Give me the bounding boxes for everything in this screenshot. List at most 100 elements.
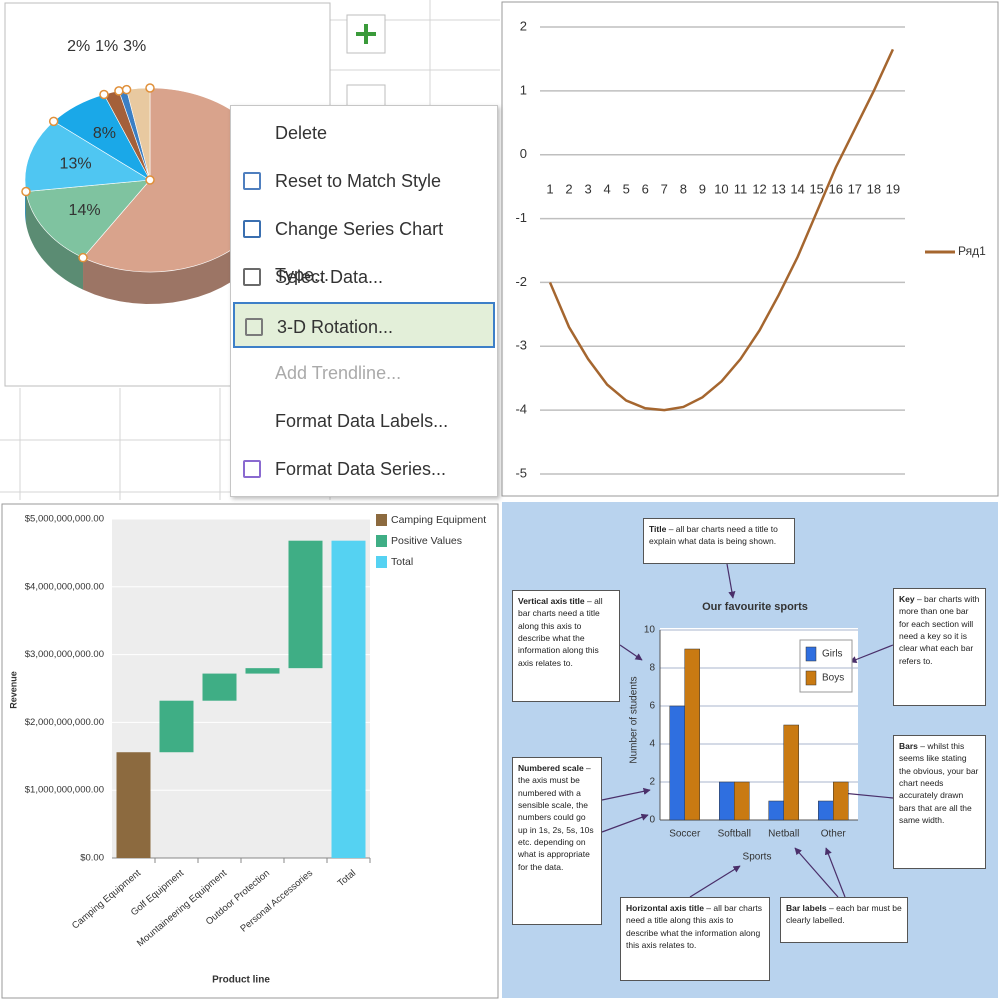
annotation-text: – all bar charts need a title along this… — [626, 903, 763, 950]
menu-icon — [243, 268, 261, 286]
menu-item[interactable]: Change Series Chart Type... — [233, 206, 495, 285]
x-tick-label: 1 — [546, 181, 553, 196]
selection-handle — [121, 84, 132, 95]
annotation-text: – all bar charts need a title along this… — [518, 596, 603, 668]
bar — [833, 781, 849, 821]
y-tick-label: $3,000,000,000.00 — [25, 649, 104, 660]
selection-handle — [145, 83, 155, 93]
y-tick-label: $2,000,000,000.00 — [25, 717, 104, 728]
legend-label: Camping Equipment — [391, 514, 486, 526]
y-tick-label: $1,000,000,000.00 — [25, 785, 104, 796]
y-tick-label: 2 — [520, 18, 527, 33]
y-tick-label: 0 — [520, 146, 527, 161]
menu-label: Format Data Labels... — [275, 411, 449, 431]
x-tick-label: 10 — [714, 181, 728, 196]
legend-label: Positive Values — [391, 535, 462, 547]
arrows — [601, 563, 894, 898]
legend-label: Boys — [822, 673, 844, 684]
bar — [719, 781, 735, 821]
bar — [116, 752, 151, 858]
menu-icon — [243, 220, 261, 238]
legend-label: Total — [391, 556, 413, 568]
x-tick-label: 18 — [867, 181, 881, 196]
menu-label: Delete — [275, 123, 328, 143]
y-tick-label: $0.00 — [80, 853, 104, 864]
x-tick-label: 16 — [829, 181, 843, 196]
annotation: Bars – whilst this seems like stating th… — [893, 735, 986, 869]
y-tick-label: 0 — [649, 815, 655, 826]
bar — [768, 800, 784, 821]
x-tick-label: Netball — [768, 829, 799, 840]
x-tick-label: 5 — [623, 181, 630, 196]
legend-label: Ряд1 — [958, 244, 986, 258]
bar — [331, 540, 366, 858]
menu-label: 3-D Rotation... — [277, 317, 394, 337]
y-tick-label: 10 — [644, 625, 656, 636]
menu-label: Format Data Series... — [275, 459, 447, 479]
menu-item[interactable]: Format Data Labels... — [233, 398, 495, 444]
menu-item[interactable]: Select Data... — [233, 254, 495, 300]
chart-title: Our favourite sports — [702, 601, 808, 613]
x-tick-label: 11 — [734, 181, 748, 196]
bar — [783, 724, 799, 821]
data-label: 1% — [95, 38, 118, 55]
context-menu: Delete Reset to Match Style Change Series … — [230, 105, 498, 497]
y-tick-label: 6 — [649, 701, 655, 712]
menu-label: Select Data... — [275, 267, 384, 287]
x-tick-label: Soccer — [669, 829, 701, 840]
annotation-heading: Vertical axis title — [518, 596, 585, 606]
data-label: 13% — [60, 155, 92, 172]
x-tick-label: 14 — [790, 181, 804, 196]
data-label: 3% — [123, 38, 146, 55]
y-tick-label: 4 — [649, 739, 655, 750]
x-tick-label: 2 — [565, 181, 572, 196]
bar — [669, 705, 685, 821]
annotation-heading: Numbered scale — [518, 763, 584, 773]
plot-background — [112, 519, 370, 858]
annotation-text: – bar charts with more than one bar for … — [899, 594, 980, 666]
slice-side — [83, 180, 275, 304]
plus-icon — [356, 24, 376, 44]
x-tick-label: 6 — [642, 181, 649, 196]
annotation-heading: Horizontal axis title — [626, 903, 704, 913]
bar — [245, 668, 280, 674]
y-tick-label: -3 — [515, 338, 527, 353]
slice-side — [25, 191, 84, 290]
annotation-heading: Title — [649, 524, 667, 534]
menu-icon — [243, 172, 261, 190]
x-tick-label: 15 — [809, 181, 823, 196]
annotation-text: – the axis must be numbered with a sensi… — [518, 763, 594, 872]
x-tick-label: 17 — [848, 181, 862, 196]
bar — [202, 673, 237, 701]
menu-item[interactable]: Delete — [233, 110, 495, 156]
selection-handle — [145, 175, 155, 185]
annotation-text: – all bar charts need a title to explain… — [649, 524, 778, 547]
y-tick-label: 8 — [649, 663, 655, 674]
annotation-text: – whilst this seems like stating the obv… — [899, 741, 979, 825]
menu-item[interactable]: Reset to Match Style — [233, 158, 495, 204]
legend-swatch — [805, 646, 817, 662]
menu-label: Add Trendline... — [275, 363, 402, 383]
legend-label: Girls — [822, 649, 843, 660]
x-tick-label: 19 — [886, 181, 900, 196]
y-axis-title: Revenue — [8, 671, 18, 709]
x-tick-label: 4 — [604, 181, 611, 196]
panel-frame — [501, 1, 999, 497]
y-tick-label: -1 — [515, 210, 527, 225]
annotation: Bar labels – each bar must be clearly la… — [780, 897, 908, 943]
annotation-heading: Key — [899, 594, 915, 604]
legend-swatch — [376, 514, 387, 526]
x-axis-title: Product line — [212, 975, 270, 986]
x-tick-label: 3 — [584, 181, 591, 196]
x-tick-label: Other — [821, 829, 847, 840]
annotation: Numbered scale – the axis must be number… — [512, 757, 602, 925]
menu-label: Reset to Match Style — [275, 171, 442, 191]
menu-item[interactable]: 3-D Rotation... — [233, 302, 495, 348]
annotation-text: – each bar must be clearly labelled. — [786, 903, 902, 926]
menu-icon — [243, 460, 261, 478]
y-tick-label: -5 — [515, 465, 527, 480]
menu-item[interactable]: Format Data Series... — [233, 446, 495, 492]
legend-swatch — [376, 535, 387, 547]
bar — [288, 540, 323, 669]
